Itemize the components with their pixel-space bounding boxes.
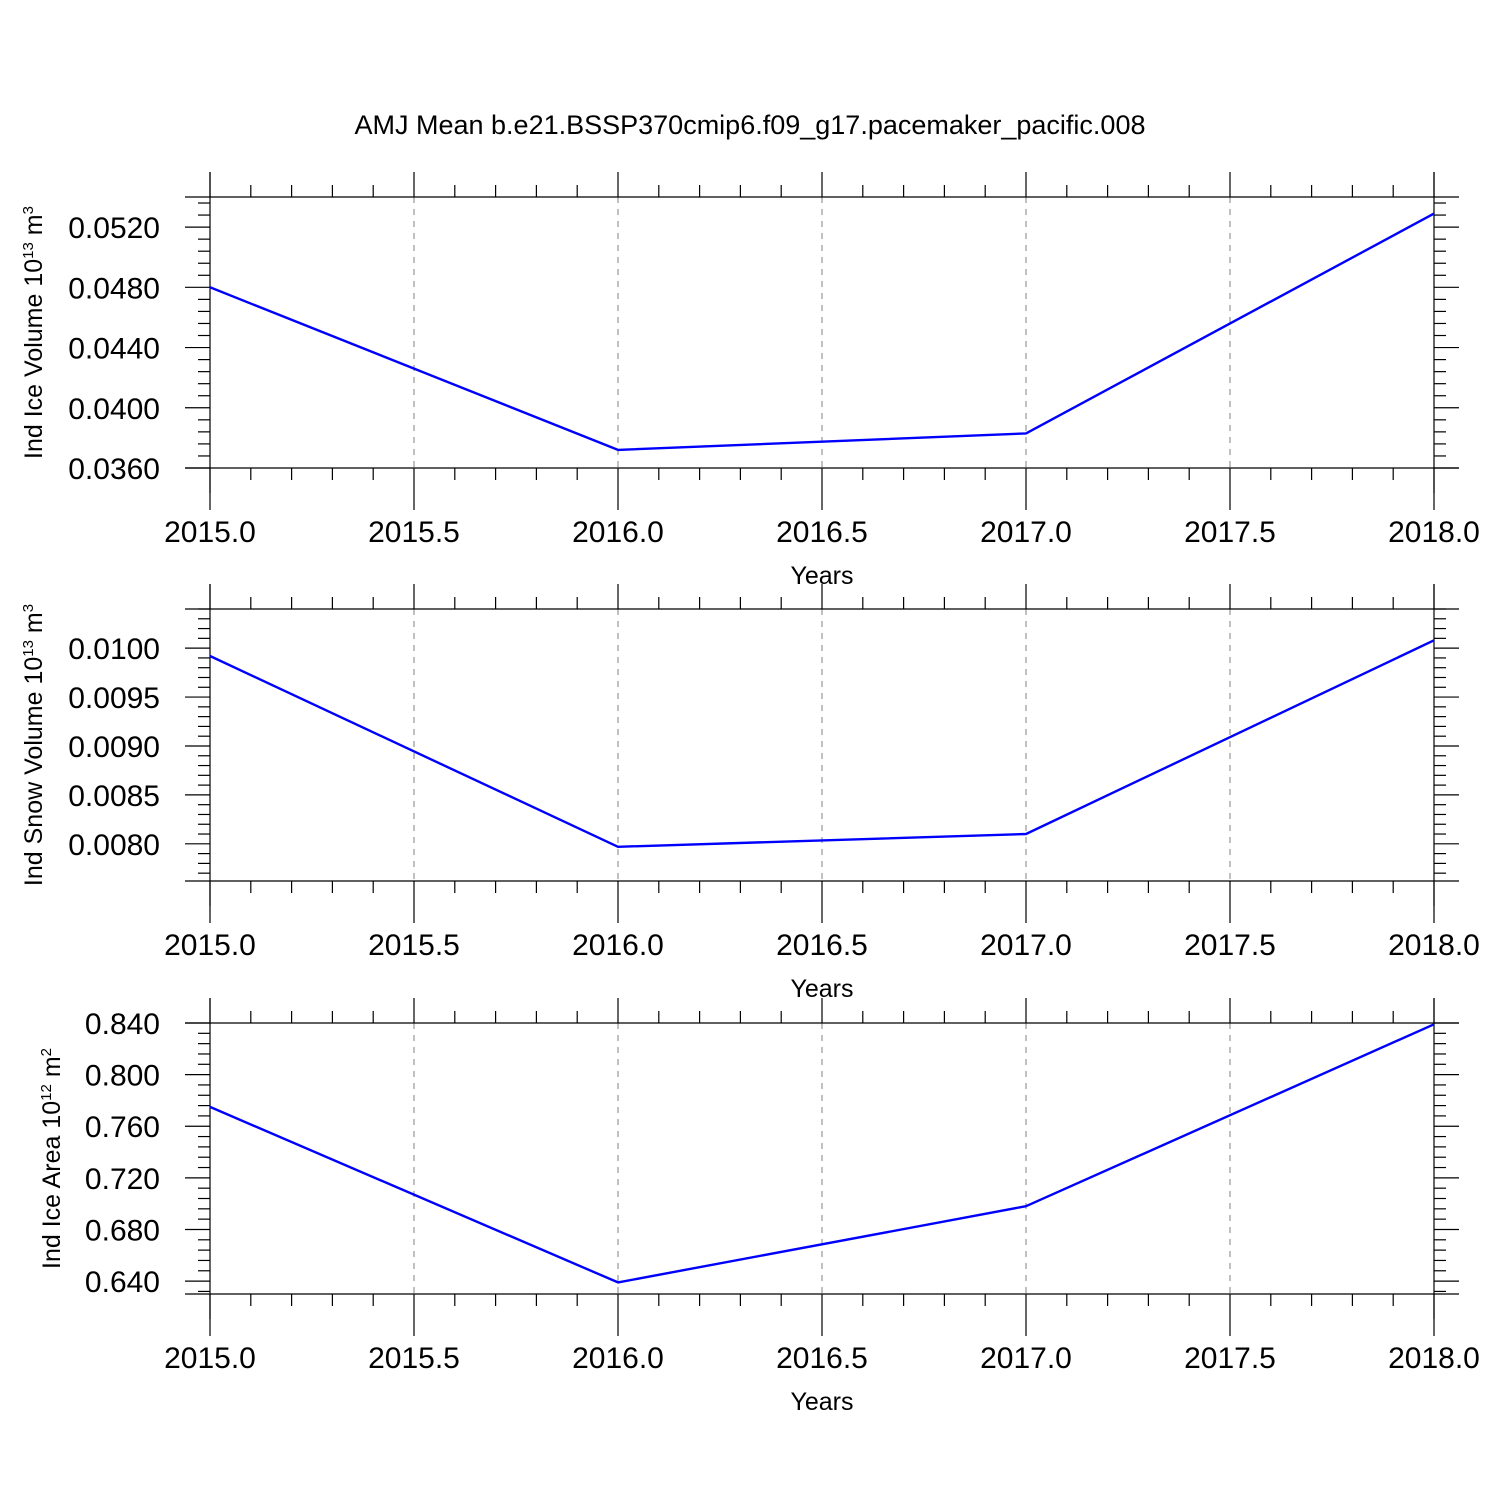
figure-title: AMJ Mean b.e21.BSSP370cmip6.f09_g17.pace… xyxy=(355,110,1146,140)
chart-panel-3: 2015.0 2015.5 2016.0 2016.5 2017.0 2017.5 2018… xyxy=(38,998,1480,1416)
y-tick-label: 0.640 xyxy=(85,1266,160,1299)
y-tick-label: 0.0480 xyxy=(68,272,160,305)
chart-panel-1: 2015.0 2015.5 2016.0 2016.5 2017.0 2017.5 2018… xyxy=(20,172,1480,590)
y-axis-label: Ind Ice Area 1012 m2 xyxy=(38,1048,66,1269)
y-axis-label: Ind Ice Volume 1013 m3 xyxy=(20,206,48,459)
x-tick-label: 2015.5 xyxy=(368,929,460,962)
y-axis-label-superscript: 13 xyxy=(20,640,37,657)
y-tick-label: 0.0400 xyxy=(68,393,160,426)
y-axis-label-part: m xyxy=(20,214,48,242)
y-tick-label: 0.720 xyxy=(85,1163,160,1196)
x-tick-label: 2015.0 xyxy=(164,1342,256,1375)
x-tick-label: 2016.0 xyxy=(572,516,664,549)
x-tick-label: 2017.5 xyxy=(1184,516,1276,549)
y-axis-label-part: m xyxy=(38,1056,66,1084)
x-axis-label: Years xyxy=(790,1388,853,1416)
y-tick-label: 0.760 xyxy=(85,1111,160,1144)
series-line xyxy=(209,1023,1435,1284)
y-axis-label-part: Ind Ice Area 10 xyxy=(38,1101,66,1269)
x-tick-label: 2016.0 xyxy=(572,929,664,962)
x-tick-label: 2015.5 xyxy=(368,516,460,549)
y-axis-label-part: Ind Snow Volume 10 xyxy=(20,657,48,886)
panels: 2015.0 2015.5 2016.0 2016.5 2017.0 2017.5 2018… xyxy=(20,172,1480,1416)
y-tick-label: 0.0440 xyxy=(68,333,160,366)
y-axis-label-superscript: 3 xyxy=(20,206,37,214)
x-tick-label: 2018.0 xyxy=(1388,516,1480,549)
x-tick-label: 2017.0 xyxy=(980,929,1072,962)
x-tick-label: 2015.0 xyxy=(164,516,256,549)
y-axis-label-superscript: 3 xyxy=(20,604,37,612)
y-tick-label: 0.0360 xyxy=(68,453,160,486)
y-tick-label: 0.0080 xyxy=(68,829,160,862)
x-tick-label: 2015.5 xyxy=(368,1342,460,1375)
y-axis-label: Ind Snow Volume 1013 m3 xyxy=(20,604,48,886)
y-tick-label: 0.680 xyxy=(85,1214,160,1247)
y-tick-label: 0.0520 xyxy=(68,212,160,245)
y-axis-label-superscript: 2 xyxy=(38,1048,55,1056)
y-axis-label-superscript: 13 xyxy=(20,242,37,259)
x-tick-label: 2017.0 xyxy=(980,1342,1072,1375)
y-axis-label-part: Ind Ice Volume 10 xyxy=(20,259,48,459)
y-tick-label: 0.0090 xyxy=(68,731,160,764)
x-tick-label: 2016.5 xyxy=(776,516,868,549)
y-tick-label: 0.840 xyxy=(85,1008,160,1041)
x-tick-label: 2017.5 xyxy=(1184,929,1276,962)
y-axis-label-part: m xyxy=(20,612,48,640)
x-tick-label: 2018.0 xyxy=(1388,1342,1480,1375)
y-tick-label: 0.800 xyxy=(85,1060,160,1093)
x-tick-label: 2016.5 xyxy=(776,1342,868,1375)
series-line xyxy=(209,212,1435,452)
x-tick-label: 2018.0 xyxy=(1388,929,1480,962)
x-tick-label: 2016.0 xyxy=(572,1342,664,1375)
y-tick-label: 0.0085 xyxy=(68,780,160,813)
y-axis-label-superscript: 12 xyxy=(38,1084,55,1101)
chart-panel-2: 2015.0 2015.5 2016.0 2016.5 2017.0 2017.5 2018… xyxy=(20,584,1480,1003)
x-tick-label: 2017.5 xyxy=(1184,1342,1276,1375)
y-tick-label: 0.0095 xyxy=(68,682,160,715)
y-tick-label: 0.0100 xyxy=(68,633,160,666)
x-tick-label: 2016.5 xyxy=(776,929,868,962)
x-tick-label: 2015.0 xyxy=(164,929,256,962)
x-tick-label: 2017.0 xyxy=(980,516,1072,549)
series-line xyxy=(209,639,1435,848)
